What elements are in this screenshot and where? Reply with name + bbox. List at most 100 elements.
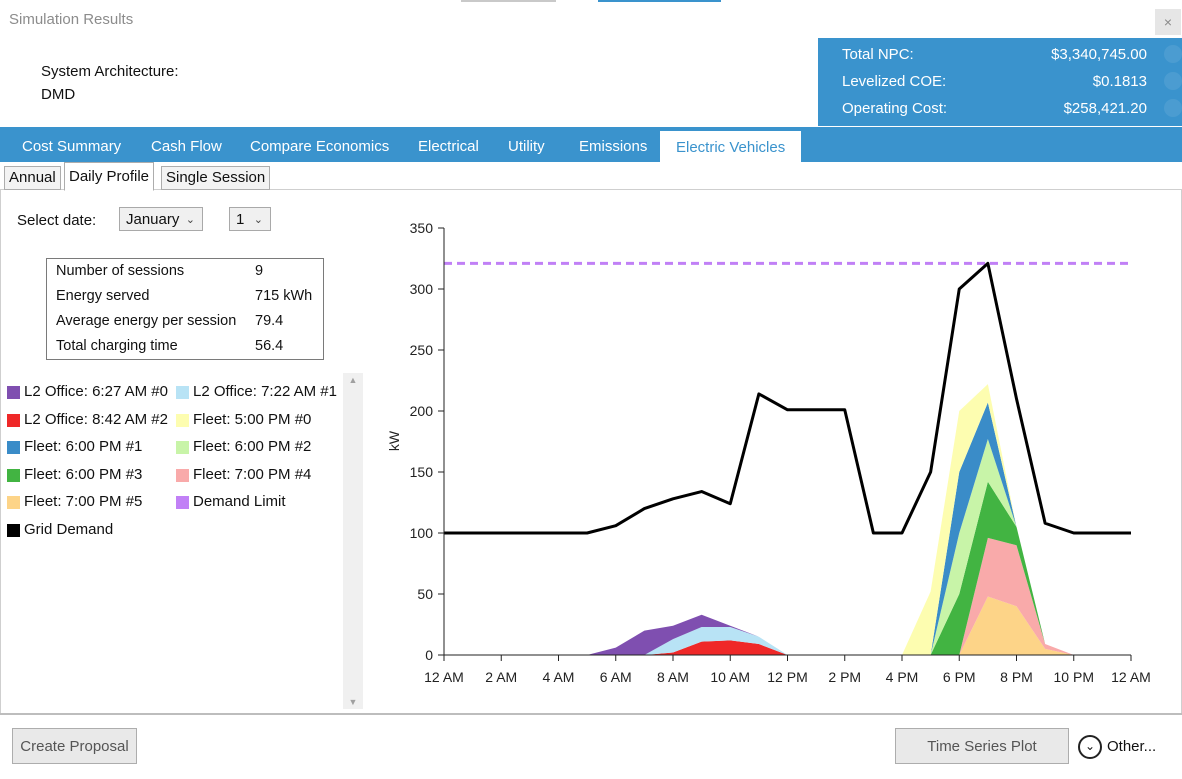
chevron-down-circle-icon: ⌄ <box>1078 735 1102 759</box>
legend-label: Fleet: 6:00 PM #1 <box>24 438 143 455</box>
legend-swatch <box>7 496 20 509</box>
info-icon[interactable] <box>1164 72 1182 90</box>
tab-cash-flow[interactable]: Cash Flow <box>151 138 222 155</box>
info-icon[interactable] <box>1164 99 1182 117</box>
day-dropdown[interactable]: 1 ⌄ <box>229 207 271 231</box>
day-value: 1 <box>236 211 245 228</box>
x-tick-label: 10 AM <box>710 669 750 685</box>
tab-electric-vehicles[interactable]: Electric Vehicles <box>660 131 802 162</box>
summary-label: Operating Cost: <box>842 100 948 117</box>
stat-value: 9 <box>255 263 264 279</box>
subtab-divider <box>0 189 1182 190</box>
other-label: Other... <box>1107 738 1157 755</box>
legend-label: Grid Demand <box>24 520 114 538</box>
x-tick-label: 10 PM <box>1054 669 1094 685</box>
x-tick-label: 6 AM <box>600 669 632 685</box>
legend-swatch <box>7 441 20 454</box>
chevron-down-icon: ⌄ <box>185 214 195 226</box>
stat-value: 79.4 <box>255 313 284 329</box>
stat-label: Average energy per session <box>56 313 237 329</box>
x-tick-label: 12 AM <box>424 669 464 685</box>
legend-label: Fleet: 7:00 PM #5 <box>24 493 143 510</box>
x-tick-label: 4 AM <box>543 669 575 685</box>
scroll-down-icon[interactable]: ▼ <box>348 697 358 707</box>
session-stats-table: Number of sessions 9 Energy served 715 k… <box>46 258 324 360</box>
time-series-plot-button[interactable]: Time Series Plot <box>895 728 1069 764</box>
summary-panel: Total NPC: $3,340,745.00 Levelized COE: … <box>818 38 1182 126</box>
tab-electrical[interactable]: Electrical <box>418 138 479 155</box>
subtab-annual[interactable]: Annual <box>4 166 61 190</box>
summary-label: Total NPC: <box>842 46 914 63</box>
legend-swatch <box>176 468 189 482</box>
y-tick-label: 250 <box>410 342 434 358</box>
stacked-area <box>444 537 1131 655</box>
tab-cost-summary[interactable]: Cost Summary <box>22 138 122 155</box>
legend-label: L2 Office: 7:22 AM #1 <box>193 383 337 400</box>
subtab-daily-profile[interactable]: Daily Profile <box>64 162 155 191</box>
x-tick-label: 8 PM <box>1000 669 1033 685</box>
summary-value: $3,340,745.00 <box>1051 46 1147 63</box>
legend-label: Fleet: 6:00 PM #3 <box>24 465 143 483</box>
stat-row-avg-energy: Average energy per session 79.4 <box>56 313 283 337</box>
scroll-up-icon[interactable]: ▲ <box>348 375 358 385</box>
tab-utility[interactable]: Utility <box>508 138 545 155</box>
results-tab-bar: Cost Summary Cash Flow Compare Economics… <box>0 127 1182 162</box>
stacked-area <box>444 481 1131 655</box>
x-tick-label: 2 PM <box>828 669 861 685</box>
y-tick-label: 50 <box>417 586 433 602</box>
legend-scrollbar[interactable]: ▲ ▼ <box>343 373 363 709</box>
summary-row-operating-cost: Operating Cost: $258,421.20 <box>842 100 1147 120</box>
stat-value: 56.4 <box>255 338 284 354</box>
month-value: January <box>126 211 180 228</box>
x-tick-label: 12 AM <box>1111 669 1151 685</box>
create-proposal-button[interactable]: Create Proposal <box>12 728 137 764</box>
legend-swatch <box>7 413 20 427</box>
chart-axes: 0 50 100 150 200 250 300 350 12 AM 2 AM 4 AM 6 AM 8 … <box>410 220 1151 685</box>
tab-emissions[interactable]: Emissions <box>579 138 648 155</box>
window-title: Simulation Results <box>9 11 134 28</box>
stat-row-energy: Energy served 715 kWh <box>56 288 312 312</box>
summary-label: Levelized COE: <box>842 73 947 90</box>
legend-label: Fleet: 7:00 PM #4 <box>193 465 312 483</box>
subtab-single-session[interactable]: Single Session <box>161 166 271 190</box>
y-tick-label: 200 <box>410 403 434 419</box>
summary-value: $258,421.20 <box>1063 100 1147 117</box>
window-top-accent-active <box>598 0 721 2</box>
legend-swatch <box>176 441 189 454</box>
y-axis-label: kW <box>386 430 402 451</box>
legend-label: L2 Office: 8:42 AM #2 <box>24 410 168 428</box>
stacked-areas <box>444 384 1131 655</box>
close-button[interactable]: × <box>1155 9 1181 35</box>
stat-row-sessions: Number of sessions 9 <box>56 263 263 287</box>
y-tick-label: 100 <box>410 525 434 541</box>
architecture-value: DMD <box>41 86 76 103</box>
legend-swatch <box>176 496 189 509</box>
y-tick-label: 150 <box>410 464 434 480</box>
stat-row-charging-time: Total charging time 56.4 <box>56 338 283 362</box>
info-icon[interactable] <box>1164 45 1182 63</box>
legend-label: Fleet: 5:00 PM #0 <box>193 410 312 428</box>
summary-row-levelized-coe: Levelized COE: $0.1813 <box>842 73 1147 93</box>
legend-swatch <box>176 413 189 427</box>
window-top-accent <box>461 0 556 2</box>
x-tick-label: 8 AM <box>657 669 689 685</box>
legend-label: L2 Office: 6:27 AM #0 <box>24 383 168 400</box>
month-dropdown[interactable]: January ⌄ <box>119 207 203 231</box>
y-tick-label: 0 <box>425 647 433 663</box>
architecture-label: System Architecture: <box>41 63 179 80</box>
bottom-divider <box>0 713 1182 715</box>
stacked-area <box>444 384 1131 655</box>
legend-swatch <box>176 386 189 399</box>
grid-demand-line <box>444 261 1131 535</box>
legend-label: Demand Limit <box>193 493 286 510</box>
legend-label: Fleet: 6:00 PM #2 <box>193 438 312 455</box>
x-tick-label: 12 PM <box>767 669 807 685</box>
x-tick-label: 4 PM <box>886 669 919 685</box>
tab-compare-economics[interactable]: Compare Economics <box>250 138 390 155</box>
stacked-area <box>444 596 1131 655</box>
stat-value: 715 kWh <box>255 288 313 304</box>
select-date-label: Select date: <box>17 212 97 229</box>
x-tick-label: 6 PM <box>943 669 976 685</box>
chevron-down-icon: ⌄ <box>253 214 263 226</box>
y-tick-label: 350 <box>410 220 434 236</box>
